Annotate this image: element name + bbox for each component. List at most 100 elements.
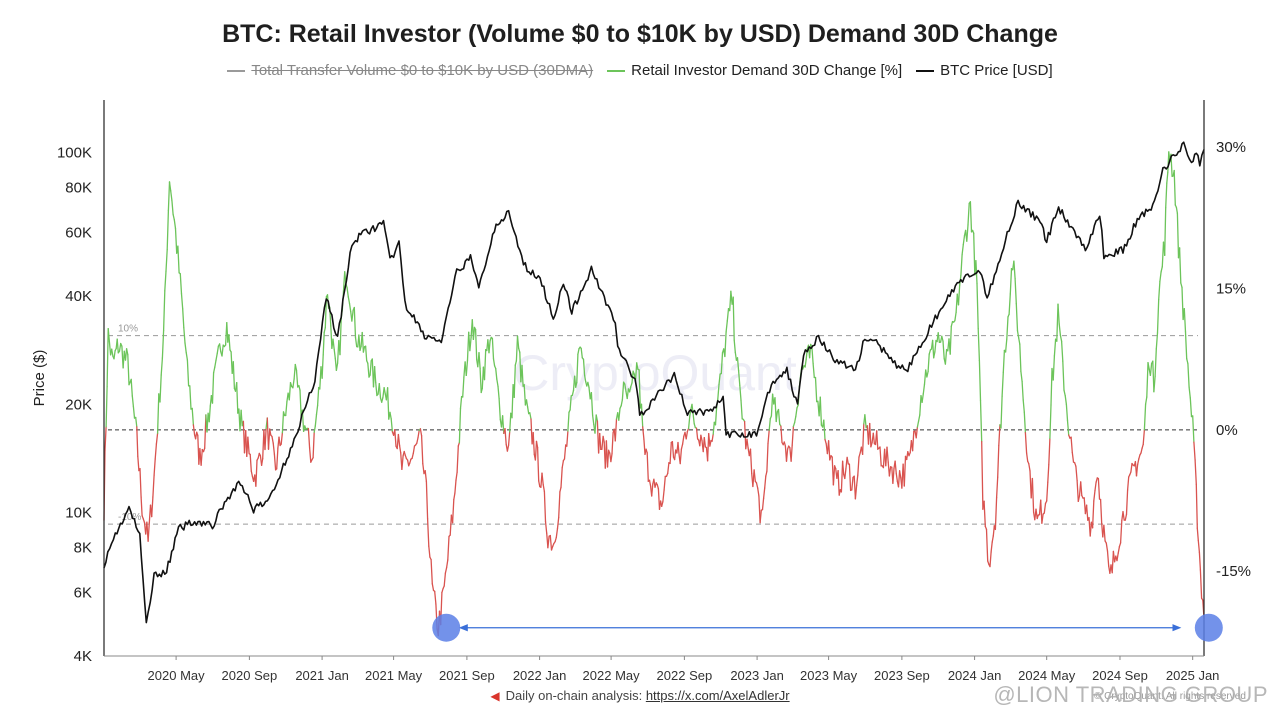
demand-segment: [648, 479, 652, 487]
demand-segment: [216, 345, 220, 355]
footer-link[interactable]: https://x.com/AxelAdlerJr: [645, 688, 790, 703]
demand-segment: [411, 452, 414, 459]
demand-segment: [1119, 519, 1123, 544]
demand-segment: [571, 389, 575, 396]
demand-segment: [1144, 396, 1148, 405]
demand-segment: [869, 422, 872, 448]
demand-segment: [1049, 404, 1052, 440]
demand-segment: [353, 306, 357, 339]
demand-segment: [558, 491, 561, 519]
demand-segment: [1091, 500, 1095, 529]
demand-segment: [127, 353, 130, 386]
demand-segment: [1057, 303, 1060, 325]
demand-segment: [872, 432, 876, 445]
demand-segment: [1118, 542, 1122, 548]
demand-segment: [541, 472, 544, 486]
demand-segment: [236, 381, 239, 414]
demand-segment: [398, 445, 402, 454]
demand-segment: [184, 342, 187, 354]
demand-segment: [766, 442, 769, 472]
legend-item-btc-price[interactable]: BTC Price [USD]: [916, 62, 1053, 79]
left-tick-label: 40K: [65, 288, 92, 305]
demand-segment: [651, 483, 654, 497]
demand-segment: [1053, 338, 1057, 357]
chart-title: BTC: Retail Investor (Volume $0 to $10K …: [222, 20, 1058, 48]
demand-segment: [186, 359, 190, 387]
demand-segment: [976, 282, 979, 330]
demand-segment: [431, 583, 435, 592]
demand-segment: [960, 254, 963, 277]
demand-segment: [679, 448, 683, 465]
demand-segment: [1001, 371, 1004, 397]
x-tick-label: 2024 Sep: [1092, 668, 1148, 683]
demand-segment: [1159, 271, 1162, 283]
demand-segment: [351, 309, 354, 322]
demand-segment: [211, 372, 215, 404]
demand-segment: [556, 516, 560, 530]
demand-segment: [221, 344, 224, 357]
demand-segment: [646, 452, 649, 482]
demand-segment: [167, 181, 171, 211]
demand-segment: [105, 386, 108, 428]
demand-segment: [501, 415, 505, 435]
demand-segment: [1066, 419, 1070, 436]
demand-segment: [989, 551, 992, 568]
demand-segment: [819, 396, 823, 426]
demand-segment: [814, 376, 818, 403]
demand-segment: [458, 407, 462, 444]
demand-segment: [858, 452, 861, 458]
demand-segment: [295, 369, 299, 388]
demand-segment: [160, 357, 164, 376]
demand-segment: [1196, 527, 1199, 542]
demand-segment: [1149, 362, 1153, 377]
demand-segment: [1063, 389, 1066, 397]
demand-segment: [422, 463, 425, 475]
right-tick-label: 30%: [1216, 139, 1246, 156]
y-axis-label: Price ($): [31, 350, 48, 407]
demand-segment: [434, 590, 437, 605]
demand-segment: [1178, 247, 1182, 284]
demand-segment: [513, 364, 516, 399]
demand-segment: [389, 411, 392, 420]
demand-segment: [1147, 361, 1150, 370]
demand-segment: [444, 567, 448, 574]
footer-prefix: Daily on-chain analysis:: [505, 688, 643, 703]
demand-segment: [130, 378, 133, 397]
reference-lines: 10% -10%: [108, 324, 1198, 525]
demand-segment: [1153, 375, 1156, 393]
demand-segment: [281, 411, 285, 434]
demand-segment: [136, 426, 139, 457]
demand-segment: [367, 362, 370, 378]
demand-segment: [506, 444, 510, 452]
demand-segment: [717, 383, 720, 400]
demand-segment: [359, 345, 362, 352]
demand-segment: [640, 403, 644, 428]
legend-item-transfer-volume[interactable]: Total Transfer Volume $0 to $10K by USD …: [227, 62, 593, 79]
demand-segment: [456, 445, 459, 473]
demand-segment: [1024, 432, 1028, 454]
demand-segment: [1141, 443, 1144, 449]
demand-segment: [139, 468, 142, 498]
demand-segment: [680, 443, 684, 450]
demand-segment: [1187, 362, 1190, 388]
demand-segment: [1154, 348, 1157, 377]
demand-segment: [827, 440, 831, 461]
demand-segment: [791, 425, 795, 446]
x-tick-label: 2024 Jan: [948, 668, 1002, 683]
demand-segment: [166, 209, 170, 251]
demand-segment: [1188, 386, 1191, 399]
demand-segment: [164, 270, 167, 292]
demand-segment: [1009, 268, 1013, 295]
demand-segment: [1076, 479, 1079, 503]
demand-segment: [950, 320, 954, 328]
demand-segment: [354, 336, 358, 348]
legend-item-retail-demand[interactable]: Retail Investor Demand 30D Change [%]: [607, 62, 902, 79]
demand-segment: [409, 458, 412, 464]
demand-segment: [1006, 316, 1009, 340]
demand-segment: [602, 435, 605, 443]
demand-segment: [1140, 447, 1143, 454]
annotation-marker-start: [432, 613, 461, 642]
demand-segment: [1013, 260, 1016, 280]
demand-segment: [316, 386, 320, 407]
